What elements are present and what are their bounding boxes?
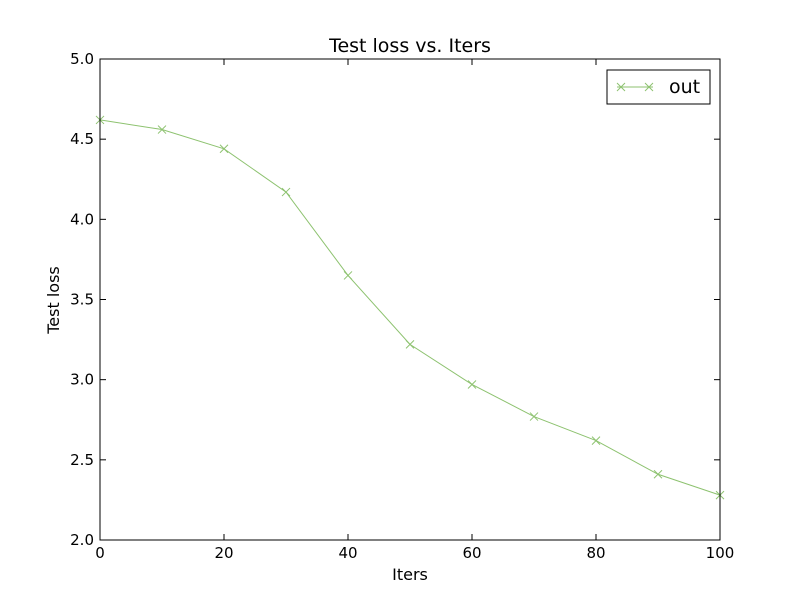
x-tick-label: 80 <box>586 544 605 562</box>
x-tick-label: 20 <box>214 544 233 562</box>
data-point <box>591 436 601 445</box>
data-point <box>219 144 229 154</box>
plot-frame <box>99 58 721 541</box>
data-point <box>529 412 539 421</box>
data-point <box>343 271 353 280</box>
x-tick-label: 60 <box>462 544 481 562</box>
y-tick-label: 5.0 <box>70 50 94 68</box>
data-point <box>157 125 167 134</box>
data-point <box>467 380 477 389</box>
x-tick-label: 0 <box>95 544 105 562</box>
data-point <box>405 340 415 349</box>
x-tick-label: 40 <box>338 544 357 562</box>
y-tick-label: 3.5 <box>70 291 94 309</box>
legend-marker <box>644 82 654 92</box>
legend: out <box>606 69 711 105</box>
data-point <box>653 469 663 479</box>
y-tick-label: 2.5 <box>70 451 94 469</box>
plot-area <box>100 59 720 540</box>
y-tick-label: 4.0 <box>70 210 94 228</box>
y-axis-label: Test loss <box>44 266 63 335</box>
chart-title: Test loss vs. Iters <box>328 35 491 57</box>
y-tick-label: 3.0 <box>70 371 94 389</box>
legend-label-out: out <box>669 76 700 98</box>
legend-marker-swatch <box>616 82 654 92</box>
legend-marker <box>616 82 626 92</box>
y-tick-label: 4.5 <box>70 130 94 148</box>
y-tick-label: 2.0 <box>70 531 94 549</box>
axis-tick-labels: 0 20 40 60 80 100 2.0 2.5 3.0 3.5 4.0 4.5 5.0 <box>70 50 734 562</box>
x-axis-label: Iters <box>392 565 428 584</box>
series-layer <box>95 115 725 500</box>
x-tick-label: 100 <box>706 544 735 562</box>
data-point <box>281 187 291 197</box>
